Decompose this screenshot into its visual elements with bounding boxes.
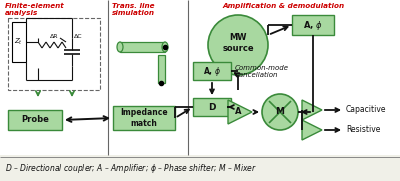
Text: A, $\phi$: A, $\phi$ bbox=[203, 64, 221, 77]
Text: Common-mode
Cancellation: Common-mode Cancellation bbox=[235, 65, 289, 78]
Ellipse shape bbox=[117, 42, 123, 52]
Bar bbox=[8, 18, 100, 90]
Circle shape bbox=[208, 15, 268, 75]
Text: Trans. line
simulation: Trans. line simulation bbox=[112, 3, 155, 16]
Polygon shape bbox=[302, 120, 322, 140]
Text: M: M bbox=[276, 108, 284, 117]
Text: $Z_t$: $Z_t$ bbox=[14, 37, 24, 47]
Bar bbox=[8, 110, 62, 130]
Polygon shape bbox=[228, 100, 252, 124]
Bar bbox=[193, 98, 231, 116]
Circle shape bbox=[262, 94, 298, 130]
Bar bbox=[292, 15, 334, 35]
Text: D: D bbox=[208, 102, 216, 111]
Bar bbox=[158, 55, 165, 83]
Ellipse shape bbox=[162, 42, 168, 52]
Text: Impedance
match: Impedance match bbox=[120, 108, 168, 128]
Text: Finite-element
analysis: Finite-element analysis bbox=[5, 3, 65, 16]
Text: D – Directional coupler; A – Amplifier; $\phi$ – Phase shifter; M – Mixer: D – Directional coupler; A – Amplifier; … bbox=[5, 162, 257, 175]
Text: Probe: Probe bbox=[21, 115, 49, 125]
Text: ΔC: ΔC bbox=[74, 33, 82, 39]
Bar bbox=[0, 0, 400, 155]
Text: Amplification & demodulation: Amplification & demodulation bbox=[222, 3, 344, 9]
Bar bbox=[120, 42, 165, 52]
Bar bbox=[113, 106, 175, 130]
Text: A: A bbox=[235, 108, 241, 117]
Text: A, $\phi$: A, $\phi$ bbox=[303, 18, 323, 31]
Bar bbox=[12, 22, 26, 62]
Bar bbox=[193, 62, 231, 80]
Text: Capacitive: Capacitive bbox=[346, 106, 386, 115]
Text: MW
source: MW source bbox=[222, 33, 254, 53]
Text: ΔR: ΔR bbox=[50, 33, 58, 39]
Polygon shape bbox=[302, 100, 322, 120]
Text: Resistive: Resistive bbox=[346, 125, 380, 134]
